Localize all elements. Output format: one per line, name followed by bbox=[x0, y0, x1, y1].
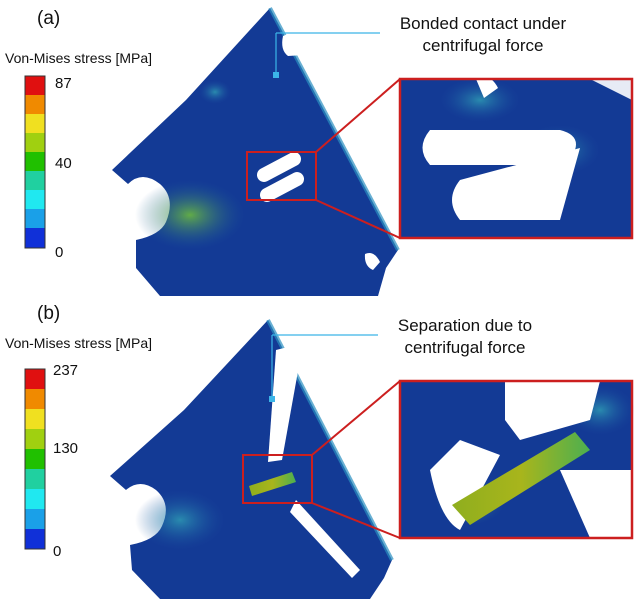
rotor-body-b bbox=[110, 320, 392, 599]
legend-tick-max-b: 237 bbox=[53, 362, 79, 379]
zoom-inset-b bbox=[398, 379, 634, 540]
zoom-callout-a bbox=[246, 78, 401, 239]
legend-tick-mid-a: 40 bbox=[55, 155, 72, 172]
annotation-b: Separation due to centrifugal force bbox=[380, 315, 550, 359]
contact-marker-a bbox=[273, 72, 279, 78]
legend-tick-mid-b: 130 bbox=[53, 440, 79, 457]
zoom-callout-b bbox=[242, 380, 401, 539]
legend-title-b: Von-Mises stress [MPa] bbox=[5, 335, 153, 351]
legend-tick-max-a: 87 bbox=[55, 75, 72, 92]
contact-marker-b bbox=[269, 396, 275, 402]
separation-gap-b bbox=[268, 345, 300, 462]
annotation-b-line1: Separation due to bbox=[397, 316, 533, 335]
rotor-sector-b bbox=[110, 319, 394, 599]
annotation-a-line1: Bonded contact under bbox=[399, 14, 567, 33]
legend-title-a: Von-Mises stress [MPa] bbox=[5, 50, 153, 66]
annotation-b-line2: centrifugal force bbox=[404, 338, 526, 357]
flux-barriers-a bbox=[256, 152, 305, 202]
zoom-inset-a bbox=[398, 76, 634, 240]
panel-label-b: (b) bbox=[37, 303, 61, 324]
annotation-a: Bonded contact under centrifugal force bbox=[388, 13, 578, 57]
legend-tick-min-a: 0 bbox=[55, 244, 64, 261]
legend-bar-b bbox=[24, 368, 46, 550]
panel-label-a: (a) bbox=[37, 8, 61, 29]
legend-tick-min-b: 0 bbox=[53, 543, 62, 560]
annotation-a-line2: centrifugal force bbox=[422, 36, 544, 55]
magnet-slot-a bbox=[282, 32, 306, 56]
legend-bar-a bbox=[24, 75, 46, 249]
